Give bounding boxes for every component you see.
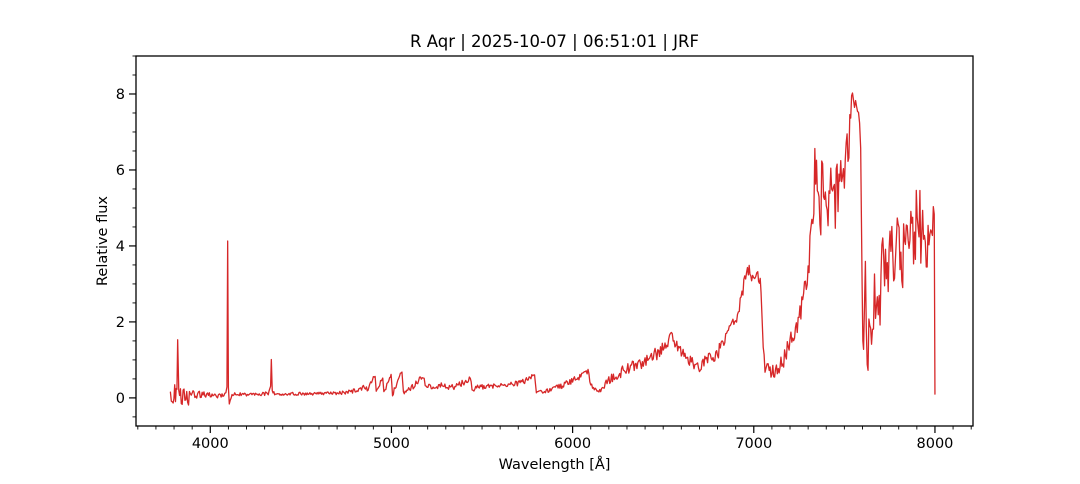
chart-title: R Aqr | 2025-10-07 | 06:51:01 | JRF xyxy=(410,32,699,51)
x-tick-label: 6000 xyxy=(554,436,591,452)
y-tick-label: 0 xyxy=(116,391,125,407)
x-tick-label: 5000 xyxy=(373,436,410,452)
axes-box xyxy=(135,55,974,427)
x-axis-label: Wavelength [Å] xyxy=(499,456,611,473)
x-tick-label: 8000 xyxy=(917,436,954,452)
y-tick-label: 2 xyxy=(116,315,125,331)
x-tick-label: 4000 xyxy=(192,436,229,452)
major-ticks xyxy=(129,93,936,433)
spectrum-line-group xyxy=(169,92,936,406)
y-tick-label: 6 xyxy=(116,163,125,179)
x-tick-label: 7000 xyxy=(735,436,772,452)
y-tick-label: 4 xyxy=(116,239,125,255)
y-axis-label: Relative flux xyxy=(95,196,111,286)
tick-labels: 4000 5000 6000 7000 8000 0 2 4 6 8 xyxy=(116,87,954,452)
y-tick-label: 8 xyxy=(116,87,125,103)
spectrum-line xyxy=(169,92,936,406)
plot-area xyxy=(136,56,973,426)
